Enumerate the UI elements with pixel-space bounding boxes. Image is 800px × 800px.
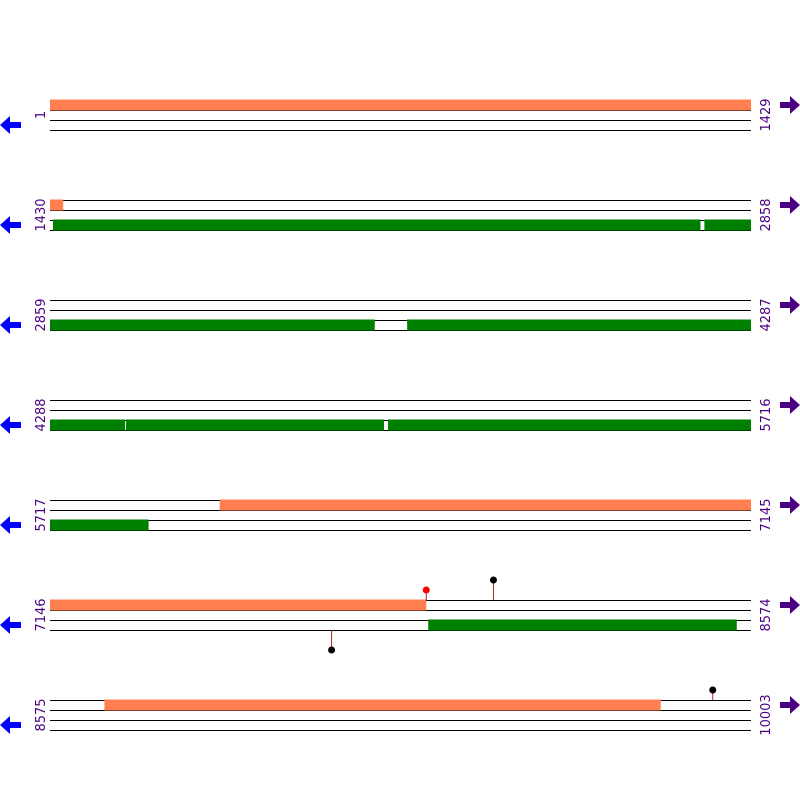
row-end-label: 1429 [759,98,774,131]
green-feature-bar [387,419,751,431]
row-start-label: 1 [34,111,49,119]
salmon-feature-bar [50,99,751,111]
arrow-right-icon [780,96,800,114]
green-feature-bar [50,319,375,331]
arrow-right-icon [780,396,800,414]
arrow-left-icon [0,716,21,734]
row-start-label: 1430 [34,198,49,231]
arrow-left-icon [0,116,21,134]
salmon-feature-bar [219,499,752,511]
marker-dot [709,686,717,694]
row-end-label: 8574 [759,598,774,631]
green-feature-bar [126,419,385,431]
row-end-label: 2858 [759,198,774,231]
row-start-label: 8575 [34,698,49,731]
arrow-left-icon [0,416,21,434]
arrow-right-icon [780,496,800,514]
row-start-label: 5717 [34,498,49,531]
row-start-label: 4288 [34,398,49,431]
salmon-feature-bar [50,199,64,211]
arrow-right-icon [780,596,800,614]
arrow-right-icon [780,196,800,214]
arrow-left-icon [0,316,21,334]
arrow-left-icon [0,216,21,234]
marker-dot [422,586,430,594]
row-end-label: 7145 [759,498,774,531]
salmon-feature-bar [50,599,427,611]
green-feature-bar [407,319,751,331]
row-end-label: 4287 [759,298,774,331]
arrow-right-icon [780,696,800,714]
arrow-left-icon [0,516,21,534]
row-start-label: 2859 [34,298,49,331]
marker-dot [328,646,336,654]
salmon-feature-bar [104,699,661,711]
green-feature-bar [50,519,149,531]
green-feature-bar [50,419,126,431]
arrow-right-icon [780,296,800,314]
green-feature-bar [428,619,737,631]
arrow-left-icon [0,616,21,634]
row-end-label: 5716 [759,398,774,431]
row-start-label: 7146 [34,598,49,631]
green-feature-bar [52,219,701,231]
green-feature-bar [704,219,751,231]
marker-dot [489,576,497,584]
row-end-label: 10003 [759,694,774,735]
